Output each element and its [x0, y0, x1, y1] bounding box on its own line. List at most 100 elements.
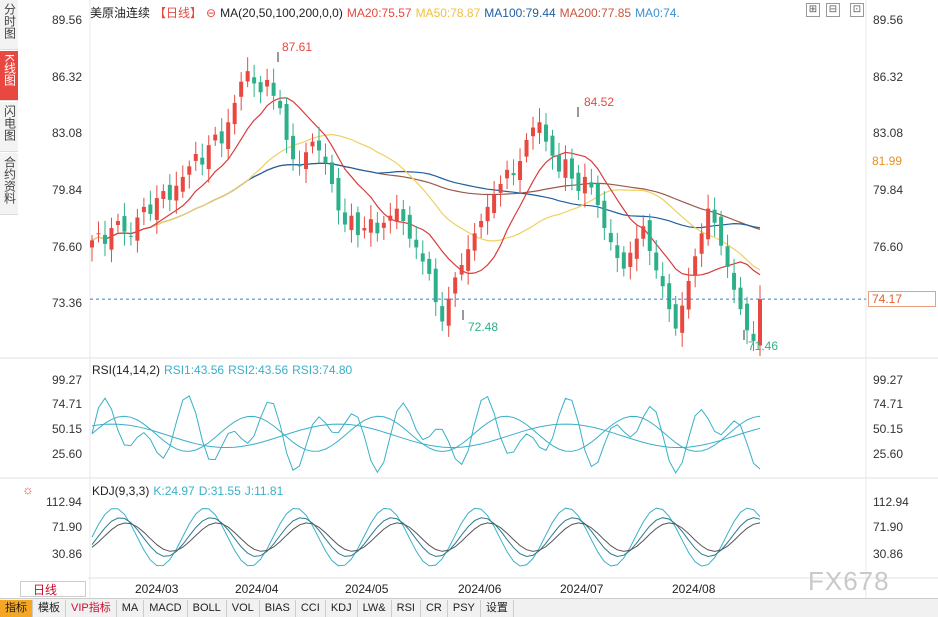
candle-body [518, 161, 523, 180]
candle-body [349, 215, 354, 231]
kdj-params[interactable]: KDJ(9,3,3) [92, 484, 150, 498]
kdj-k-value: K:24.97 [153, 484, 195, 498]
kdj-d-line [91, 522, 761, 552]
candle-body [141, 206, 146, 213]
ma0-value: MA0:74. [635, 6, 680, 20]
candle-body [96, 233, 101, 235]
candle-body [485, 206, 490, 222]
candle-body [213, 134, 218, 141]
ma-params[interactable]: MA(20,50,100,200,0,0) [220, 6, 343, 20]
vip-indicator-button[interactable]: VIP指标 [66, 599, 117, 617]
price-tick-right: 83.08 [873, 126, 904, 140]
price-tick-right: 86.32 [873, 70, 904, 84]
bias-button[interactable]: BIAS [260, 599, 296, 617]
candle-body [200, 157, 205, 165]
candle-body [375, 222, 380, 234]
vol-button[interactable]: VOL [227, 599, 260, 617]
kdj-tick-right: 71.90 [873, 520, 904, 534]
kdj-button[interactable]: KDJ [326, 599, 358, 617]
grid-split-icon[interactable]: ⊟ [826, 3, 840, 17]
candle-body [414, 239, 419, 248]
candle-body [245, 71, 250, 82]
tab-timeshare[interactable]: 分时图 [0, 0, 18, 50]
rsi-tick-left: 25.60 [52, 447, 83, 461]
candle-body [498, 183, 503, 193]
chart-header: 美原油连续 【日线】 ⊖ MA(20,50,100,200,0,0) MA20:75.5… [90, 4, 684, 21]
candle-body [732, 272, 737, 290]
macd-button[interactable]: MACD [144, 599, 188, 617]
low-annotation-2: 71.46 [748, 339, 779, 353]
candle-body [394, 208, 399, 222]
candle-body [427, 258, 432, 274]
candle-body [647, 220, 652, 251]
boll-button[interactable]: BOLL [188, 599, 227, 617]
lw-button[interactable]: LW& [358, 599, 392, 617]
candle-body [297, 164, 302, 167]
candle-body [738, 287, 743, 310]
cci-button[interactable]: CCI [296, 599, 326, 617]
psy-button[interactable]: PSY [448, 599, 481, 617]
price-tick-right: 76.60 [873, 240, 904, 254]
kdj-tick-left: 71.90 [52, 520, 83, 534]
kdj-tick-left: 30.86 [52, 547, 83, 561]
candle-body [329, 162, 334, 184]
candle-body [368, 219, 373, 233]
candle-body [122, 216, 127, 232]
candle-body [388, 215, 393, 221]
tab-kline-label: K线图 [2, 54, 17, 87]
tab-kline[interactable]: K线图 [0, 51, 18, 101]
candle-body [187, 166, 192, 175]
tab-timeshare-label: 分时图 [2, 3, 17, 39]
candle-body [466, 249, 471, 271]
candle-body [291, 135, 296, 160]
grid-layout-icon[interactable]: ⊞ [806, 3, 820, 17]
candle-body [479, 221, 484, 228]
rsi-tick-left: 74.71 [52, 397, 83, 411]
tab-contract[interactable]: 合约资料 [0, 153, 18, 215]
cr-button[interactable]: CR [421, 599, 448, 617]
ma50-line [91, 133, 761, 271]
x-tick: 2024/04 [235, 582, 279, 596]
period-label[interactable]: 【日线】 [154, 6, 203, 20]
candle-body [693, 256, 698, 276]
candle-body [265, 79, 270, 87]
high-annotation-1: 87.61 [282, 40, 313, 54]
candle-body [362, 228, 367, 231]
kdj-d-value: D:31.55 [198, 484, 241, 498]
candle-body [135, 217, 140, 241]
ma-button[interactable]: MA [117, 599, 145, 617]
rsi-tick-right: 99.27 [873, 373, 904, 387]
candle-body [446, 298, 451, 326]
x-tick: 2024/05 [345, 582, 389, 596]
rsi2-line [91, 423, 761, 448]
candle-body [128, 235, 133, 237]
tab-flash[interactable]: 闪电图 [0, 102, 18, 152]
ma20-value: MA20:75.57 [346, 6, 412, 20]
candle-body [550, 135, 555, 156]
rsi-button[interactable]: RSI [392, 599, 421, 617]
candle-body [316, 140, 321, 151]
rsi-params[interactable]: RSI(14,14,2) [92, 363, 161, 377]
candle-body [115, 221, 120, 226]
template-button[interactable]: 模板 [33, 599, 66, 617]
kdj-settings-icon[interactable]: ☼ [22, 482, 34, 497]
settings-circle-icon[interactable]: ⊖ [206, 6, 217, 20]
ma100-line [91, 162, 761, 241]
fullscreen-icon[interactable]: ⊡ [850, 3, 864, 17]
settings-button[interactable]: 设置 [481, 599, 514, 617]
instrument-title: 美原油连续 [90, 6, 151, 20]
ma20-line [104, 97, 761, 276]
indicator-button[interactable]: 指标 [0, 599, 33, 617]
candle-body [589, 182, 594, 188]
candle-body [453, 277, 458, 294]
candle-body [602, 200, 607, 229]
kdj-tick-right: 112.94 [873, 495, 909, 509]
candle-body [680, 305, 685, 333]
period-select-label: 日线 [33, 583, 58, 597]
rsi1-line [91, 415, 761, 453]
candle-body [232, 102, 237, 125]
rsi-tick-left: 99.27 [52, 373, 83, 387]
period-select[interactable]: 日线 [20, 581, 86, 597]
